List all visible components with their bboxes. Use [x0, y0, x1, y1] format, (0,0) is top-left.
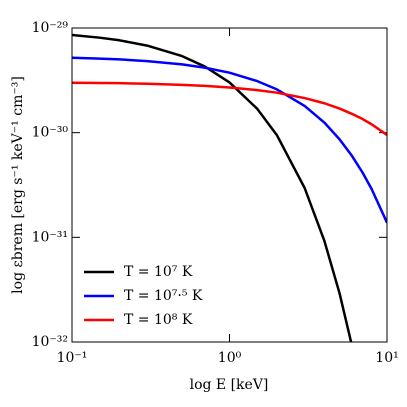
line-series — [72, 56, 387, 224]
y-tick-label: 10⁻³⁰ — [32, 125, 69, 141]
y-tick-label: 10⁻²⁹ — [32, 20, 69, 36]
x-tick-label: 10⁰ — [218, 350, 242, 366]
x-tick-label: 10⁻¹ — [57, 350, 88, 366]
line-series — [72, 33, 353, 342]
legend-label: T = 10⁸ K — [124, 312, 193, 328]
legend-label: T = 10⁷·⁵ K — [124, 288, 203, 304]
x-axis-label: log E [keV] — [190, 377, 269, 393]
plot-frame — [71, 27, 388, 343]
y-tick-label: 10⁻³² — [32, 334, 68, 350]
x-tick-label: 10¹ — [375, 350, 398, 366]
y-tick-label: 10⁻³¹ — [32, 229, 68, 245]
legend-label: T = 10⁷ K — [124, 264, 193, 280]
line-series — [72, 81, 387, 136]
y-axis-label: log εbrem [erg s⁻¹ keV⁻¹ cm⁻³] — [10, 76, 26, 294]
